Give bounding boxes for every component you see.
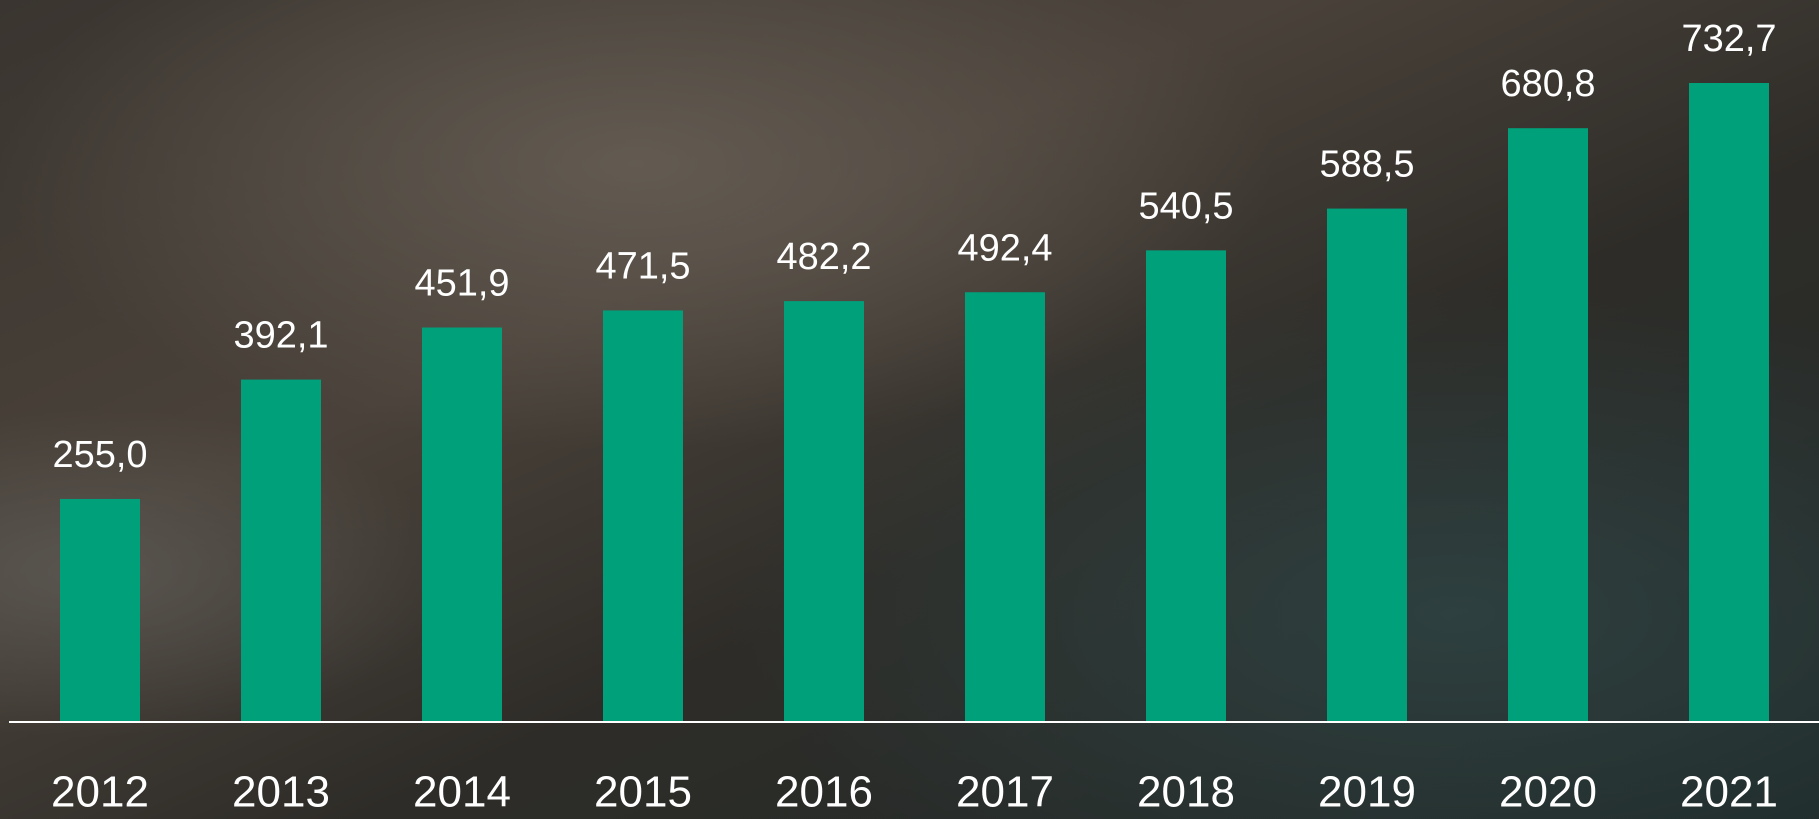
bar bbox=[1508, 128, 1588, 721]
bar bbox=[965, 292, 1045, 721]
bar bbox=[603, 310, 683, 721]
x-tick-label: 2020 bbox=[1499, 768, 1597, 817]
x-tick-label: 2014 bbox=[413, 768, 511, 817]
x-tick-label: 2021 bbox=[1680, 768, 1778, 817]
x-tick-label: 2012 bbox=[51, 768, 149, 817]
x-tick-label: 2019 bbox=[1318, 768, 1416, 817]
value-label: 492,4 bbox=[957, 227, 1052, 269]
value-label: 680,8 bbox=[1500, 63, 1595, 105]
x-tick-label: 2013 bbox=[232, 768, 330, 817]
value-label: 482,2 bbox=[776, 236, 871, 278]
bar bbox=[1146, 250, 1226, 721]
value-label: 588,5 bbox=[1319, 144, 1414, 186]
value-label: 392,1 bbox=[233, 315, 328, 357]
x-tick-label: 2016 bbox=[775, 768, 873, 817]
bar bbox=[784, 301, 864, 721]
value-label: 471,5 bbox=[595, 245, 690, 287]
value-label: 451,9 bbox=[414, 263, 509, 305]
bar bbox=[422, 328, 502, 721]
value-label: 732,7 bbox=[1681, 18, 1776, 60]
x-tick-label: 2017 bbox=[956, 768, 1054, 817]
x-tick-label: 2015 bbox=[594, 768, 692, 817]
bar bbox=[60, 499, 140, 721]
bar bbox=[1689, 83, 1769, 721]
value-label: 540,5 bbox=[1138, 185, 1233, 227]
bar bbox=[241, 380, 321, 721]
value-label: 255,0 bbox=[52, 434, 147, 476]
chart: 255,0 2012 392,1 2013 451,9 2014 471,5 2015 482,… bbox=[0, 0, 1819, 819]
bar bbox=[1327, 209, 1407, 721]
x-tick-label: 2018 bbox=[1137, 768, 1235, 817]
